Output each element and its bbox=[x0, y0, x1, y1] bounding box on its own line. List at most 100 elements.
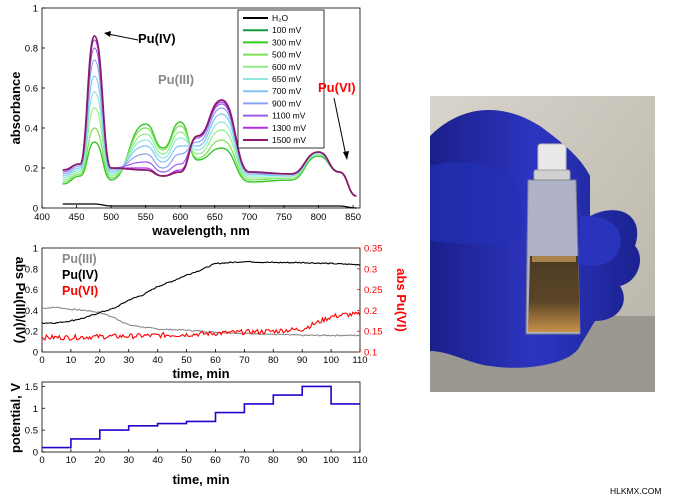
time-series-line bbox=[41, 260, 361, 325]
spectra-x-tick-label: 600 bbox=[172, 212, 188, 223]
spectra-x-tick-label: 650 bbox=[207, 212, 223, 223]
legend-entry: 650 mV bbox=[272, 74, 302, 84]
time-right-y-tick-label: 0.35 bbox=[364, 244, 383, 255]
time-right-y-tick-label: 0.3 bbox=[364, 264, 377, 275]
time-x-tick-label: 0 bbox=[39, 355, 44, 366]
time-x-tick-label: 110 bbox=[352, 355, 367, 366]
potential-x-axis-label: time, min bbox=[172, 472, 229, 487]
potential-x-tick-label: 20 bbox=[95, 455, 106, 466]
spectra-y-axis-label: absorbance bbox=[8, 72, 23, 145]
time-right-y-axis-label: abs Pu(VI) bbox=[394, 268, 409, 332]
time-x-tick-label: 70 bbox=[239, 355, 250, 366]
potential-x-tick-label: 0 bbox=[39, 455, 44, 466]
spectra-x-tick-label: 750 bbox=[276, 212, 292, 223]
spectra-y-tick-label: 0.6 bbox=[25, 84, 38, 95]
legend-entry: 600 mV bbox=[272, 62, 302, 72]
annotation-pu-vi-arrowhead bbox=[343, 151, 349, 160]
time-x-tick-label: 60 bbox=[210, 355, 221, 366]
spectra-x-tick-label: 700 bbox=[241, 212, 257, 223]
absorbance-spectra-chart: 400 450 500 550 600 650 700 750 800 850 0 0.2 0.4 0.… bbox=[8, 4, 361, 239]
potential-x-tick-label: 10 bbox=[66, 455, 77, 466]
time-x-tick-label: 30 bbox=[123, 355, 134, 366]
spectra-y-tick-label: 0.4 bbox=[25, 124, 38, 135]
spectra-x-tick-label: 400 bbox=[34, 212, 50, 223]
potential-plot-frame bbox=[41, 381, 361, 453]
potential-y-axis-label: potential, V bbox=[8, 383, 23, 453]
time-y-tick-label: 0.4 bbox=[25, 306, 38, 317]
time-right-y-tick-label: 0.1 bbox=[364, 348, 377, 359]
spectrum-line bbox=[62, 121, 357, 197]
annotation-pu-vi: Pu(VI) bbox=[318, 80, 356, 95]
potential-x-tick-label: 110 bbox=[352, 455, 367, 466]
legend-entry: H₂O bbox=[272, 13, 288, 23]
time-x-tick-label: 80 bbox=[268, 355, 279, 366]
potential-y-tick-label: 1.5 bbox=[25, 382, 38, 393]
spectra-x-axis-label: wavelength, nm bbox=[151, 223, 250, 238]
time-x-tick-label: 90 bbox=[297, 355, 308, 366]
spectra-x-tick-label: 450 bbox=[69, 212, 85, 223]
time-x-tick-label: 10 bbox=[66, 355, 77, 366]
annotation-pu-iv: Pu(IV) bbox=[138, 31, 176, 46]
spectrum-line bbox=[62, 91, 357, 197]
legend-entry: 500 mV bbox=[272, 50, 302, 60]
potential-x-tick-label: 90 bbox=[297, 455, 308, 466]
time-right-y-tick-label: 0.15 bbox=[364, 327, 383, 338]
time-series-line bbox=[41, 306, 361, 337]
potential-x-tick-label: 70 bbox=[239, 455, 250, 466]
spectra-x-tick-label: 800 bbox=[311, 212, 327, 223]
time-right-y-tick-label: 0.2 bbox=[364, 306, 377, 317]
potential-x-tick-label: 30 bbox=[123, 455, 134, 466]
spectra-y-tick-label: 0.2 bbox=[25, 164, 38, 175]
time-y-tick-label: 0.6 bbox=[25, 285, 38, 296]
potential-vs-time-chart: 0 10 20 30 40 50 60 70 80 90 100 110 0 0.5 1 1.5 time,… bbox=[8, 381, 368, 487]
legend-entry: 1500 mV bbox=[272, 135, 306, 145]
potential-x-tick-label: 50 bbox=[181, 455, 192, 466]
series-label-pu-vi: Pu(VI) bbox=[62, 284, 98, 298]
spectrum-line bbox=[62, 203, 357, 209]
glove-thumb bbox=[578, 215, 621, 266]
potential-x-tick-label: 40 bbox=[152, 455, 163, 466]
spectrum-line bbox=[62, 35, 357, 197]
spectra-y-tick-label: 0 bbox=[33, 204, 38, 215]
annotation-pu-iv-arrowhead bbox=[104, 31, 111, 37]
potential-x-tick-label: 80 bbox=[268, 455, 279, 466]
time-x-tick-label: 20 bbox=[95, 355, 106, 366]
legend-entry: 1100 mV bbox=[272, 111, 306, 121]
spectra-legend: H₂O 100 mV 300 mV 500 mV 600 mV 650 mV 700 mV 9… bbox=[237, 9, 325, 149]
cuvette-neck bbox=[533, 169, 571, 181]
potential-y-tick-label: 1 bbox=[33, 404, 38, 415]
time-x-axis-label: time, min bbox=[172, 366, 229, 381]
legend-entry: 900 mV bbox=[272, 98, 302, 108]
cuvette-liquid bbox=[528, 256, 580, 332]
potential-x-tick-label: 60 bbox=[210, 455, 221, 466]
cuvette-photo bbox=[430, 96, 655, 392]
spectra-x-tick-label: 550 bbox=[138, 212, 154, 223]
potential-x-tick-label: 100 bbox=[323, 455, 339, 466]
time-x-tick-label: 50 bbox=[181, 355, 192, 366]
annotation-pu-iv-arrow bbox=[107, 33, 139, 41]
annotation-pu-vi-arrow bbox=[333, 97, 347, 157]
legend-entry: 1300 mV bbox=[272, 123, 306, 133]
time-y-tick-label: 1 bbox=[33, 244, 38, 255]
time-y-tick-label: 0.8 bbox=[25, 264, 38, 275]
liquid-meniscus bbox=[532, 256, 576, 262]
spectra-y-tick-label: 0.8 bbox=[25, 44, 38, 55]
legend-entry: 700 mV bbox=[272, 86, 302, 96]
potential-y-tick-label: 0.5 bbox=[25, 426, 38, 437]
spectra-y-tick-label: 1 bbox=[33, 4, 38, 15]
time-x-tick-label: 40 bbox=[152, 355, 163, 366]
time-y-tick-label: 0.2 bbox=[25, 327, 38, 338]
legend-entry: 100 mV bbox=[272, 25, 302, 35]
time-series-line bbox=[41, 311, 361, 341]
credit-watermark: HLKMX.COM bbox=[610, 486, 662, 496]
series-label-pu-iii: Pu(III) bbox=[62, 252, 97, 266]
time-x-tick-label: 100 bbox=[323, 355, 339, 366]
legend-entry: 300 mV bbox=[272, 37, 302, 47]
spectra-x-tick-label: 500 bbox=[103, 212, 119, 223]
time-left-y-axis-label: abs Pu(III)/(IV) bbox=[13, 257, 28, 344]
potential-step-line bbox=[42, 385, 360, 449]
absorbance-vs-time-chart: 0 10 20 30 40 50 60 70 80 90 100 110 0 0.2 0.4 0.6 0.8 1… bbox=[13, 244, 409, 382]
spectra-x-tick-label: 850 bbox=[345, 212, 361, 223]
series-label-pu-iv: Pu(IV) bbox=[62, 268, 98, 282]
